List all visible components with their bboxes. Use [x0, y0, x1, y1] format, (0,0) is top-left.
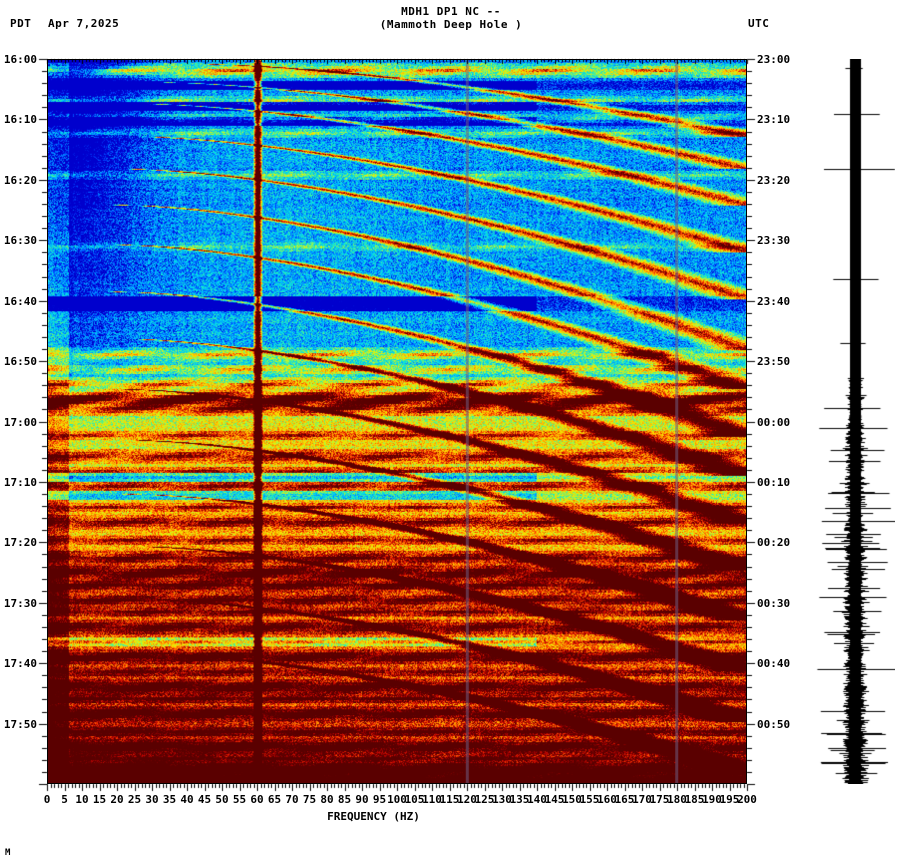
frequency-tick-label: 70 — [285, 793, 299, 806]
frequency-tick-label: 90 — [355, 793, 369, 806]
left-time-label: 17:50 — [3, 717, 37, 731]
left-time-label: 17:30 — [3, 596, 37, 610]
frequency-tick-label: 30 — [145, 793, 159, 806]
left-time-label: 16:10 — [3, 113, 37, 127]
frequency-tick-label: 120 — [457, 793, 477, 806]
frequency-tick-label: 170 — [632, 793, 652, 806]
frequency-tick-label: 60 — [250, 793, 264, 806]
left-time-label: 17:10 — [3, 475, 37, 489]
frequency-tick-label: 190 — [702, 793, 722, 806]
frequency-tick-label: 50 — [215, 793, 229, 806]
frequency-tick-label: 0 — [43, 793, 51, 806]
frequency-tick-label: 165 — [614, 793, 635, 806]
frequency-tick-label: 110 — [422, 793, 442, 806]
right-time-label: 23:40 — [757, 294, 791, 308]
frequency-tick-label: 55 — [232, 793, 247, 806]
left-time-label: 17:20 — [3, 536, 37, 550]
left-time-label: 17:40 — [3, 657, 37, 671]
frequency-tick-label: 35 — [162, 793, 177, 806]
frequency-tick-label: 75 — [302, 793, 317, 806]
frequency-tick-label: 15 — [92, 793, 107, 806]
frequency-tick-label: 150 — [562, 793, 582, 806]
frequency-tick-label: 20 — [110, 793, 124, 806]
frequency-tick-label: 195 — [719, 793, 740, 806]
frequency-tick-label: 40 — [180, 793, 194, 806]
frequency-tick-label: 80 — [320, 793, 334, 806]
left-time-label: 16:00 — [3, 53, 37, 66]
frequency-tick-label: 180 — [667, 793, 687, 806]
right-time-label: 23:50 — [757, 355, 791, 369]
seismogram-trace-panel — [815, 59, 895, 784]
right-time-label: 23:20 — [757, 173, 791, 187]
frequency-tick-label: 160 — [597, 793, 617, 806]
left-time-label: 16:40 — [3, 294, 37, 308]
right-time-label: 00:20 — [757, 536, 791, 550]
frequency-tick-label: 100 — [387, 793, 407, 806]
right-time-label: 23:10 — [757, 113, 791, 127]
frequency-tick-label: 145 — [544, 793, 565, 806]
corner-artifact: M — [5, 848, 11, 858]
frequency-tick-label: 5 — [61, 793, 68, 806]
right-time-label: 23:30 — [757, 234, 791, 248]
right-time-label: 00:00 — [757, 415, 791, 429]
frequency-tick-label: 200 — [737, 793, 757, 806]
frequency-tick-label: 135 — [509, 793, 530, 806]
frequency-tick-label: 130 — [492, 793, 512, 806]
frequency-tick-label: 45 — [197, 793, 212, 806]
frequency-tick-label: 140 — [527, 793, 547, 806]
left-time-label: 16:30 — [3, 234, 37, 248]
frequency-axis-title: FREQUENCY (HZ) — [327, 810, 420, 823]
right-time-label: 00:10 — [757, 475, 791, 489]
right-time-label: 23:00 — [757, 53, 791, 66]
right-time-label: 00:50 — [757, 717, 791, 731]
frequency-tick-label: 125 — [474, 793, 495, 806]
left-time-label: 16:20 — [3, 173, 37, 187]
frequency-tick-label: 25 — [127, 793, 142, 806]
frequency-tick-label: 175 — [649, 793, 670, 806]
frequency-tick-label: 105 — [404, 793, 425, 806]
left-time-label: 17:00 — [3, 415, 37, 429]
right-time-label: 00:30 — [757, 596, 791, 610]
frequency-tick-label: 95 — [372, 793, 387, 806]
seismogram-trace-canvas — [815, 59, 895, 784]
frequency-tick-label: 155 — [579, 793, 600, 806]
right-time-label: 00:40 — [757, 657, 791, 671]
frequency-tick-label: 10 — [75, 793, 89, 806]
left-time-label: 16:50 — [3, 355, 37, 369]
frequency-tick-label: 115 — [439, 793, 460, 806]
frequency-tick-label: 185 — [684, 793, 705, 806]
frequency-tick-label: 65 — [267, 793, 282, 806]
frequency-tick-label: 85 — [337, 793, 352, 806]
